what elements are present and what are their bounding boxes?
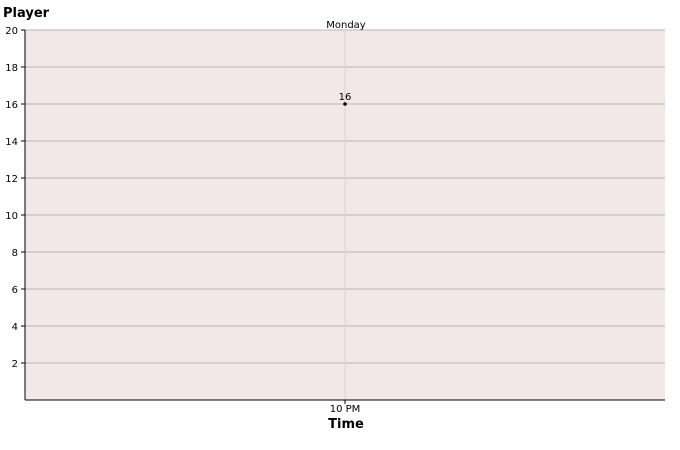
y-tick-label: 14 — [5, 137, 18, 148]
y-tick-label: 20 — [5, 26, 18, 37]
x-axis-ticks: 10 PM — [330, 400, 361, 415]
y-tick-label: 12 — [5, 174, 18, 185]
series-points: 16 — [339, 92, 352, 106]
y-tick-label: 18 — [5, 63, 18, 74]
x-tick-label: 10 PM — [330, 404, 361, 415]
y-axis-title: Player — [3, 6, 50, 21]
y-tick-label: 2 — [12, 359, 18, 370]
x-axis-title: Time — [328, 417, 364, 432]
x-top-label: Monday — [326, 20, 366, 31]
y-tick-label: 16 — [5, 100, 18, 111]
data-label: 16 — [339, 92, 352, 103]
y-tick-label: 4 — [12, 322, 18, 333]
y-tick-label: 8 — [12, 248, 18, 259]
data-point — [343, 102, 347, 106]
y-axis-ticks: 2 4 6 8 10 12 14 16 18 20 — [5, 26, 25, 370]
y-tick-label: 10 — [5, 211, 18, 222]
y-tick-label: 6 — [12, 285, 18, 296]
